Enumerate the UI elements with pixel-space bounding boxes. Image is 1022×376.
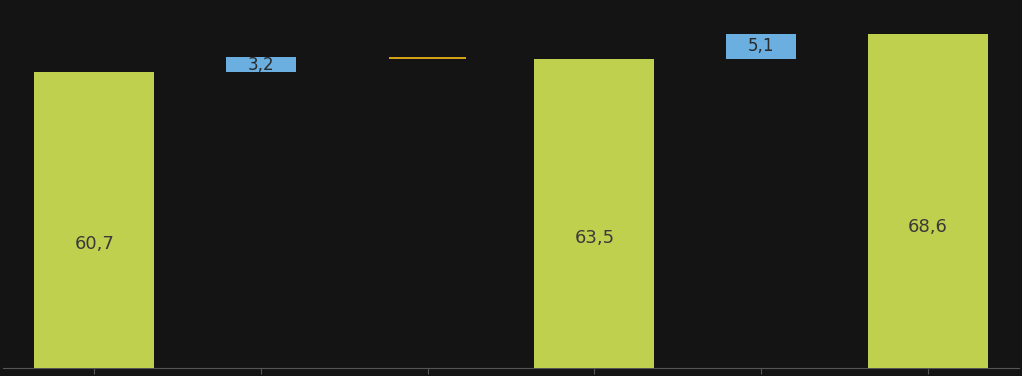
Bar <box>226 57 296 72</box>
Text: 68,6: 68,6 <box>908 218 947 237</box>
Text: 5,1: 5,1 <box>748 37 775 55</box>
Bar <box>868 34 987 368</box>
Bar <box>389 57 466 59</box>
Bar <box>35 72 154 368</box>
Text: 63,5: 63,5 <box>574 229 614 247</box>
Text: 3,2: 3,2 <box>247 56 274 74</box>
Bar <box>535 59 654 368</box>
Text: 60,7: 60,7 <box>75 235 114 253</box>
Bar <box>726 34 796 59</box>
